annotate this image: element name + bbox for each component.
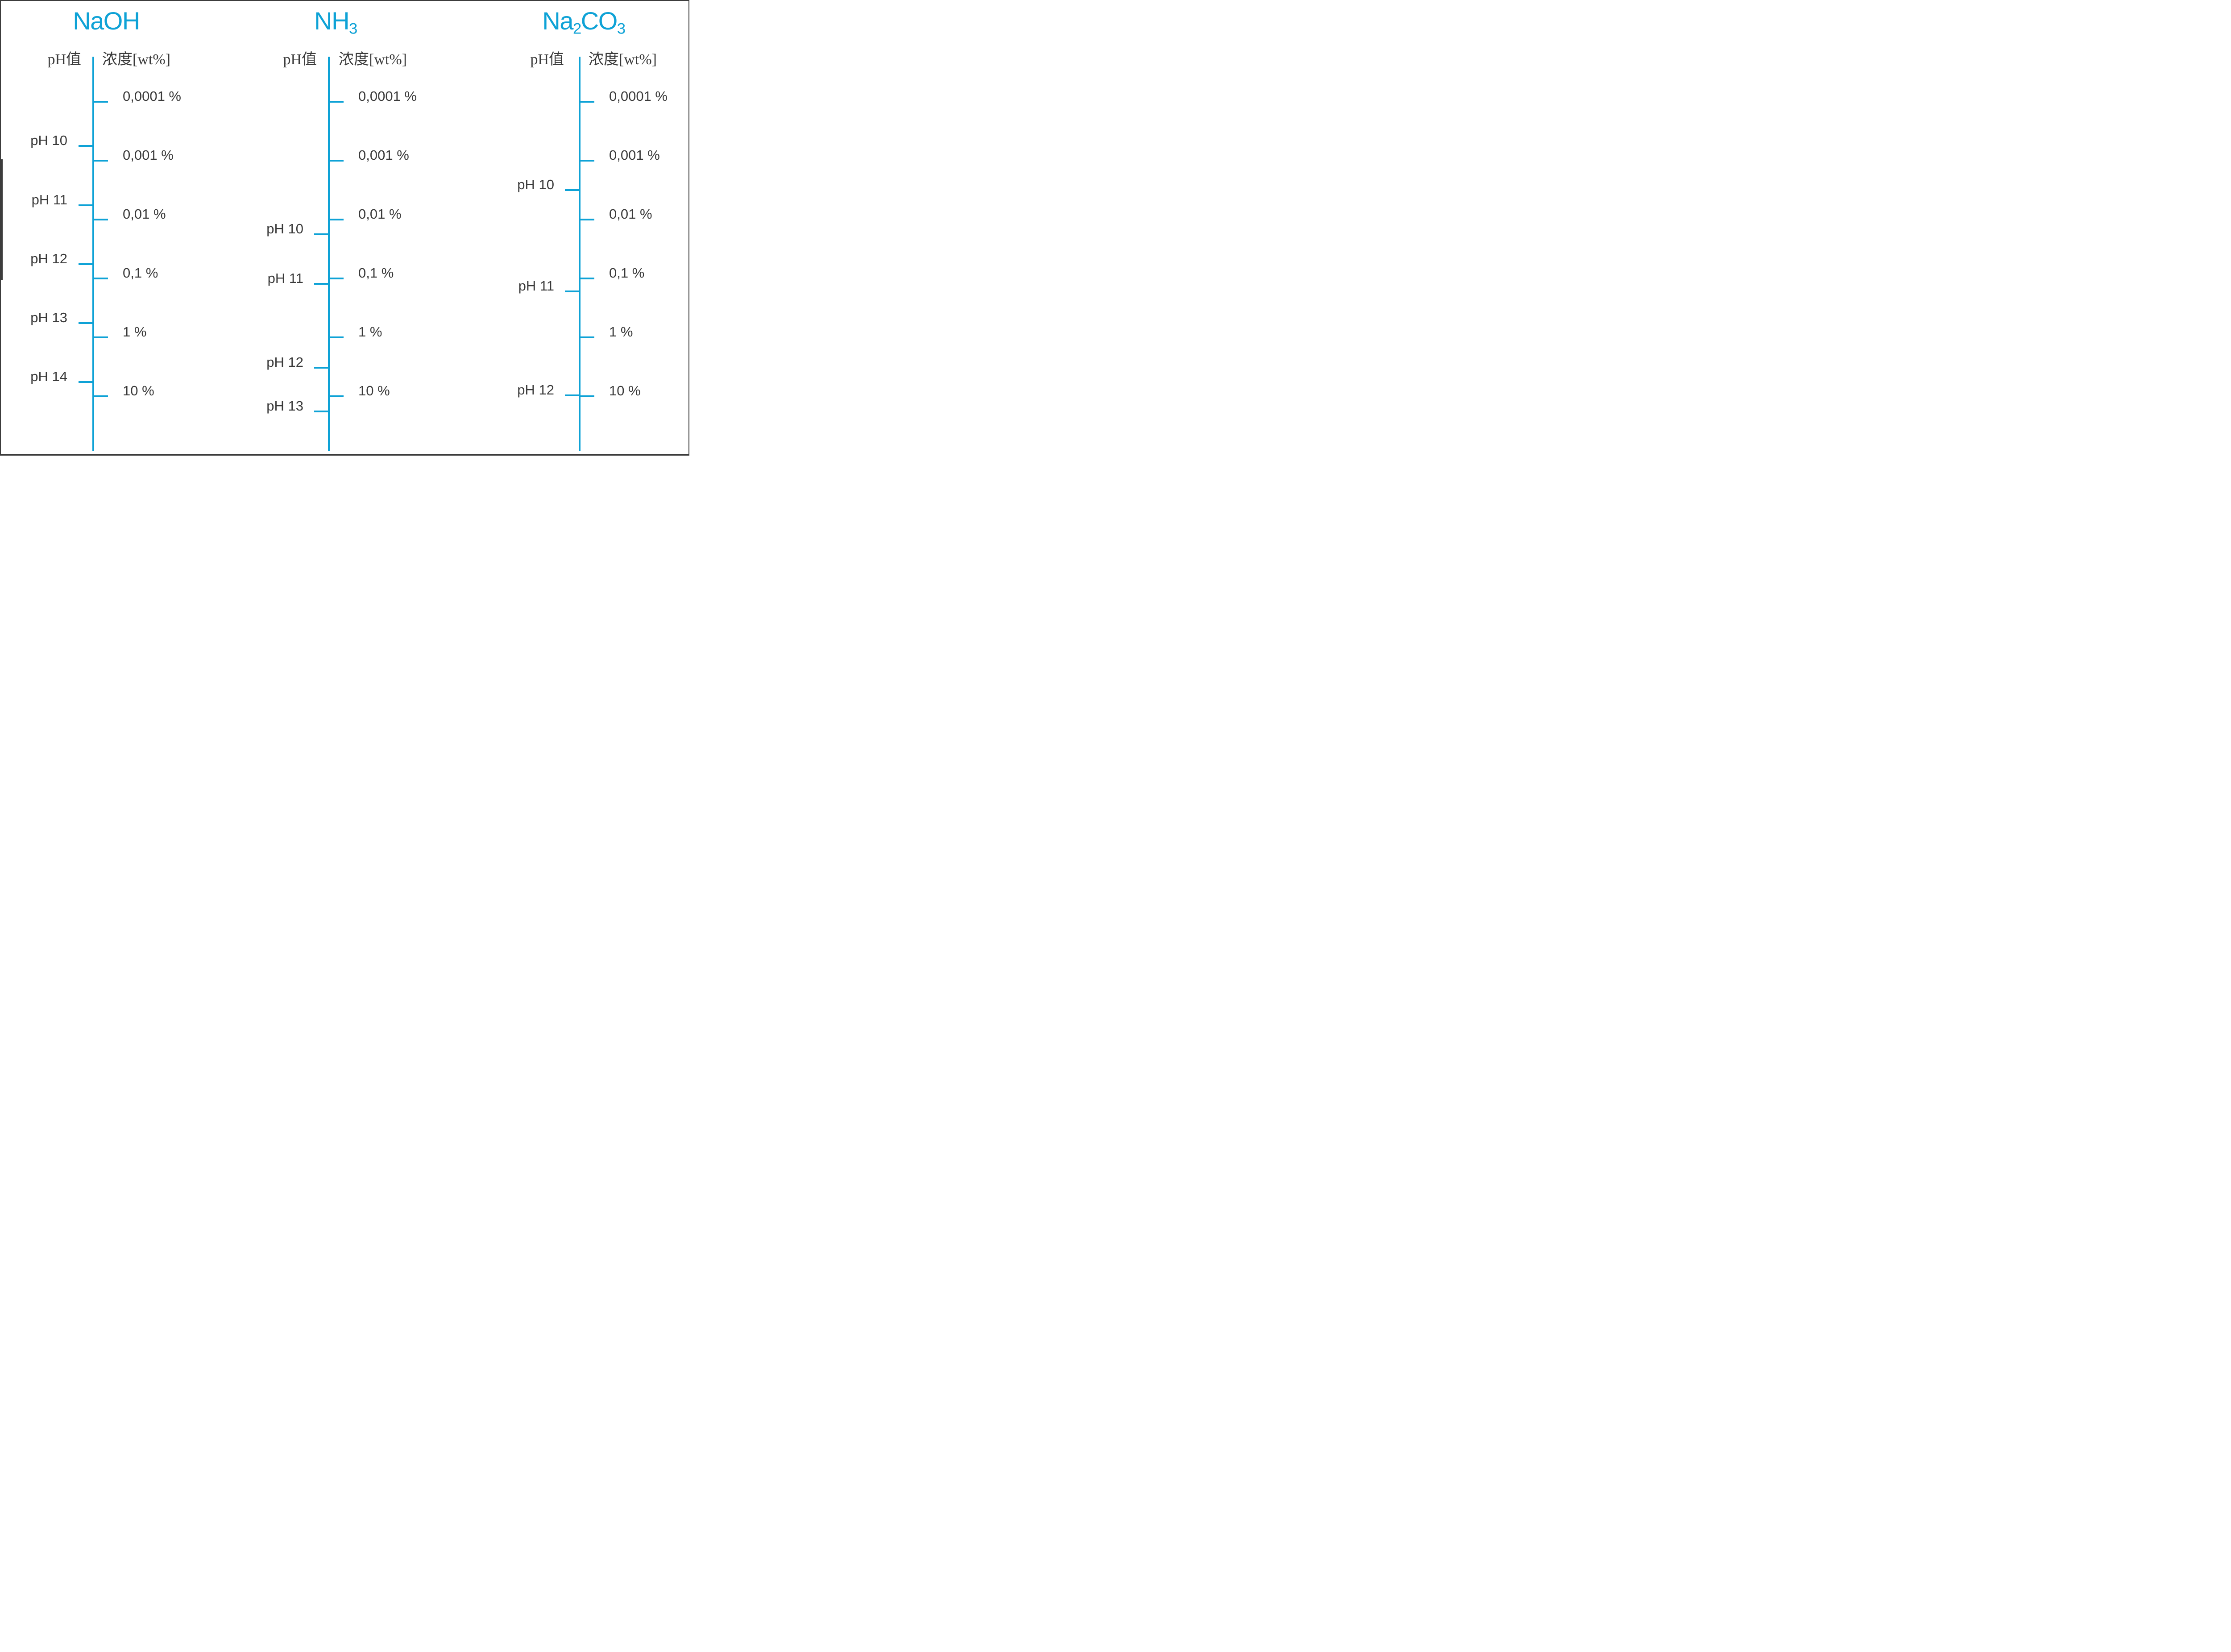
concentration-tick-label: 0,01 % bbox=[358, 206, 402, 222]
concentration-tick-label: 0,001 % bbox=[123, 147, 174, 163]
concentration-tick bbox=[580, 278, 594, 279]
ph-tick bbox=[565, 394, 580, 396]
ph-tick-label: pH 12 bbox=[30, 251, 67, 266]
concentration-header: 浓度[wt%] bbox=[102, 51, 170, 68]
ph-tick bbox=[79, 381, 93, 383]
concentration-tick bbox=[580, 101, 594, 103]
ph-tick-label: pH 14 bbox=[30, 369, 67, 384]
concentration-tick-label: 0,1 % bbox=[358, 265, 394, 281]
ph-tick bbox=[79, 204, 93, 206]
ph-tick bbox=[314, 367, 329, 369]
ph-tick bbox=[79, 263, 93, 265]
ph-concentration-figure: NaOH pH值 浓度[wt%] 0,0001 % 0,001 % 0,01 % 0,1 %… bbox=[0, 0, 689, 456]
concentration-tick bbox=[580, 160, 594, 162]
ph-tick-label: pH 10 bbox=[517, 177, 554, 192]
concentration-tick-label: 0,0001 % bbox=[609, 88, 668, 104]
title-subscript: 2 bbox=[572, 20, 581, 37]
concentration-tick bbox=[329, 160, 344, 162]
ph-tick-label: pH 11 bbox=[518, 278, 554, 294]
ph-tick-label: pH 11 bbox=[31, 192, 67, 208]
concentration-tick-label: 0,01 % bbox=[123, 206, 166, 222]
title-subscript: 3 bbox=[617, 20, 626, 37]
ph-tick bbox=[314, 411, 329, 412]
concentration-tick bbox=[580, 219, 594, 220]
concentration-tick bbox=[580, 395, 594, 397]
concentration-tick bbox=[93, 219, 108, 220]
scale-axis-line bbox=[328, 57, 330, 451]
scale-axis-line bbox=[92, 57, 94, 451]
ph-tick-label: pH 10 bbox=[266, 221, 303, 237]
concentration-tick bbox=[329, 219, 344, 220]
concentration-tick-label: 1 % bbox=[609, 324, 633, 340]
ph-tick bbox=[79, 322, 93, 324]
ph-tick-label: pH 11 bbox=[267, 270, 303, 286]
concentration-tick bbox=[93, 278, 108, 279]
ph-tick-label: pH 13 bbox=[30, 310, 67, 325]
ph-tick bbox=[565, 291, 580, 292]
concentration-tick bbox=[93, 101, 108, 103]
concentration-tick bbox=[329, 395, 344, 397]
concentration-tick bbox=[329, 101, 344, 103]
column-title-naoh: NaOH bbox=[73, 8, 140, 34]
ph-value-header: pH值 bbox=[47, 51, 81, 68]
title-text: CO bbox=[581, 7, 618, 35]
concentration-tick bbox=[580, 336, 594, 338]
ph-value-header: pH值 bbox=[530, 51, 564, 68]
concentration-tick-label: 10 % bbox=[358, 383, 390, 398]
title-text: NH bbox=[314, 7, 349, 35]
title-subscript: 3 bbox=[349, 20, 357, 37]
ph-tick-label: pH 12 bbox=[266, 354, 303, 370]
concentration-tick bbox=[93, 336, 108, 338]
concentration-tick-label: 0,001 % bbox=[609, 147, 660, 163]
column-title-nh3: NH3 bbox=[314, 8, 357, 37]
concentration-header: 浓度[wt%] bbox=[339, 51, 407, 68]
ph-tick-label: pH 13 bbox=[266, 398, 303, 414]
concentration-tick-label: 1 % bbox=[358, 324, 382, 340]
concentration-tick-label: 0,1 % bbox=[609, 265, 645, 281]
concentration-tick bbox=[93, 395, 108, 397]
column-title-na2co3: Na2CO3 bbox=[542, 7, 626, 37]
concentration-tick-label: 0,0001 % bbox=[358, 88, 417, 104]
concentration-tick-label: 1 % bbox=[123, 324, 147, 340]
ph-tick bbox=[314, 283, 329, 285]
left-edge-fold-mark bbox=[1, 159, 3, 280]
ph-value-header: pH值 bbox=[283, 51, 317, 68]
concentration-header: 浓度[wt%] bbox=[589, 51, 657, 68]
concentration-tick-label: 0,1 % bbox=[123, 265, 158, 281]
concentration-tick bbox=[93, 160, 108, 162]
concentration-tick-label: 10 % bbox=[609, 383, 641, 398]
ph-tick-label: pH 12 bbox=[517, 382, 554, 398]
concentration-tick-label: 0,001 % bbox=[358, 147, 409, 163]
title-text: NaOH bbox=[73, 7, 140, 35]
ph-tick bbox=[314, 233, 329, 235]
title-text: Na bbox=[542, 7, 573, 35]
scale-axis-line bbox=[579, 57, 581, 451]
concentration-tick-label: 0,01 % bbox=[609, 206, 652, 222]
concentration-tick-label: 0,0001 % bbox=[123, 88, 181, 104]
ph-tick-label: pH 10 bbox=[30, 133, 67, 148]
ph-tick bbox=[565, 189, 580, 191]
concentration-tick-label: 10 % bbox=[123, 383, 154, 398]
ph-tick bbox=[79, 145, 93, 147]
concentration-tick bbox=[329, 278, 344, 279]
concentration-tick bbox=[329, 336, 344, 338]
